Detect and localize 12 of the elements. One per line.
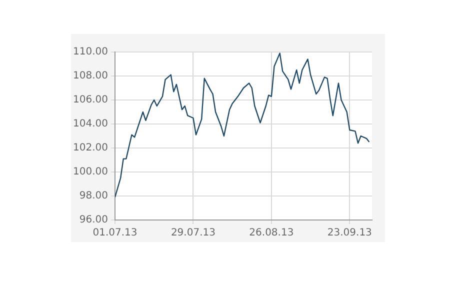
y-tick-label: 102.00	[72, 142, 108, 154]
y-tick-label: 108.00	[72, 70, 108, 82]
y-tick-label: 104.00	[72, 118, 108, 130]
y-tick-label: 110.00	[72, 46, 108, 58]
x-tick-label: 01.07.13	[92, 228, 138, 239]
y-tick-label: 98.00	[79, 190, 108, 202]
y-tick-label: 96.00	[79, 214, 108, 226]
y-tick-label: 100.00	[72, 166, 108, 178]
x-tick-label: 23.09.13	[327, 228, 372, 239]
x-tick-label: 29.07.13	[170, 228, 216, 239]
x-tick-label: 26.08.13	[249, 228, 294, 239]
y-tick-label: 106.00	[72, 94, 108, 106]
